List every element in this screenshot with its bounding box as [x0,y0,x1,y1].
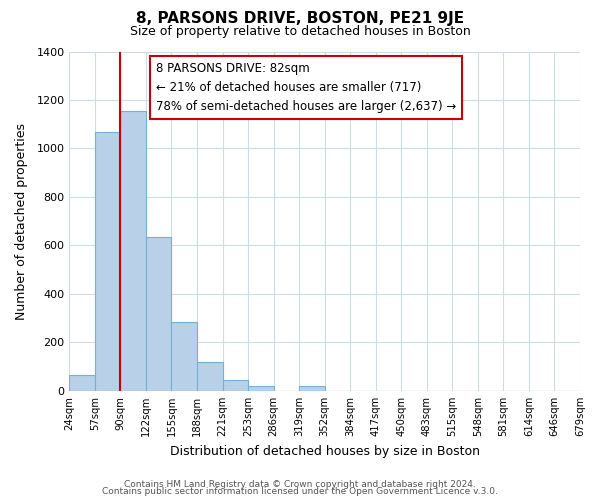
X-axis label: Distribution of detached houses by size in Boston: Distribution of detached houses by size … [170,444,479,458]
Bar [248,386,274,391]
Text: 8, PARSONS DRIVE, BOSTON, PE21 9JE: 8, PARSONS DRIVE, BOSTON, PE21 9JE [136,12,464,26]
Bar [95,132,121,391]
Bar [70,375,95,391]
Text: Contains public sector information licensed under the Open Government Licence v.: Contains public sector information licen… [102,488,498,496]
Text: Size of property relative to detached houses in Boston: Size of property relative to detached ho… [130,25,470,38]
Bar [299,386,325,391]
Y-axis label: Number of detached properties: Number of detached properties [15,122,28,320]
Text: Contains HM Land Registry data © Crown copyright and database right 2024.: Contains HM Land Registry data © Crown c… [124,480,476,489]
Bar [223,380,248,391]
Bar [197,362,223,391]
Bar [121,111,146,391]
Bar [146,237,172,391]
Text: 8 PARSONS DRIVE: 82sqm
← 21% of detached houses are smaller (717)
78% of semi-de: 8 PARSONS DRIVE: 82sqm ← 21% of detached… [156,62,457,112]
Bar [172,322,197,391]
